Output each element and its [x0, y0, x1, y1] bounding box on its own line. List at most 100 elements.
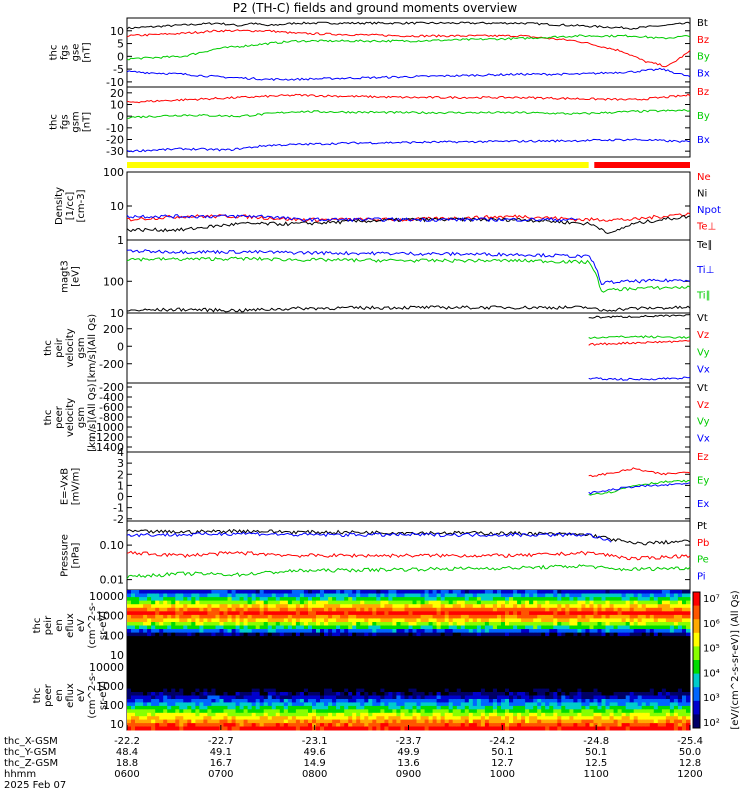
heatmap-cell — [545, 590, 550, 594]
heatmap-cell — [456, 709, 462, 714]
heatmap-cell — [219, 604, 224, 609]
heatmap-cell — [247, 646, 253, 651]
heatmap-cell — [613, 597, 619, 602]
heatmap-cell — [291, 688, 297, 693]
heatmap-cell — [227, 685, 232, 690]
heatmap-cell — [271, 632, 277, 637]
heatmap-cell — [352, 625, 357, 630]
heatmap-cell — [279, 702, 285, 707]
heatmap-cell — [308, 692, 313, 696]
heatmap-cell — [513, 723, 518, 728]
heatmap-cell — [384, 643, 389, 648]
heatmap-cell — [376, 716, 381, 721]
heatmap-cell — [299, 671, 305, 676]
heatmap-cell — [376, 629, 381, 633]
heatmap-cell — [557, 636, 562, 641]
heatmap-cell — [243, 702, 249, 707]
heatmap-cell — [505, 719, 510, 724]
heatmap-cell — [211, 681, 216, 686]
heatmap-cell — [251, 597, 257, 602]
heatmap-cell — [388, 716, 393, 721]
heatmap-cell — [199, 661, 204, 665]
heatmap-cell — [340, 611, 345, 616]
heatmap-cell — [336, 699, 341, 703]
heatmap-cell — [368, 618, 373, 623]
heatmap-cell — [303, 625, 309, 630]
heatmap-cell — [336, 678, 341, 683]
heatmap-cell — [139, 688, 144, 693]
heatmap-cell — [227, 678, 232, 683]
heatmap-cell — [561, 632, 566, 637]
heatmap-cell — [505, 726, 510, 731]
heatmap-cell — [299, 636, 305, 641]
heatmap-cell — [380, 636, 385, 641]
heatmap-cell — [312, 604, 317, 609]
heatmap-cell — [207, 723, 212, 728]
heatmap-cell — [147, 678, 152, 683]
heatmap-cell — [525, 646, 530, 651]
heatmap-cell — [251, 632, 257, 637]
heatmap-cell — [251, 671, 257, 676]
heatmap-cell — [581, 646, 586, 651]
heatmap-cell — [255, 674, 261, 679]
heatmap-cell — [271, 667, 277, 672]
heatmap-cell — [432, 618, 438, 623]
heatmap-cell — [476, 692, 482, 696]
y-tick-label: 0 — [117, 50, 124, 63]
heatmap-cell — [295, 625, 301, 630]
heatmap-cell — [227, 597, 232, 602]
heatmap-cell — [686, 593, 691, 598]
heatmap-cell — [436, 726, 442, 731]
heatmap-cell — [682, 590, 687, 594]
heatmap-cell — [533, 611, 538, 616]
heatmap-cell — [420, 667, 426, 672]
heatmap-cell — [183, 719, 188, 724]
heatmap-cell — [625, 593, 631, 598]
legend-entry: Ti∥ — [696, 290, 711, 301]
heatmap-cell — [348, 716, 353, 721]
heatmap-cell — [163, 593, 168, 598]
heatmap-cell — [356, 650, 361, 655]
heatmap-cell — [653, 643, 659, 648]
heatmap-cell — [657, 593, 663, 598]
heatmap-cell — [517, 650, 522, 655]
heatmap-cell — [195, 625, 200, 630]
heatmap-cell — [203, 661, 208, 665]
heatmap-cell — [561, 614, 566, 619]
heatmap-cell — [557, 607, 562, 612]
heatmap-cell — [291, 625, 297, 630]
y-axis-label: [mV/m] — [71, 468, 82, 506]
heatmap-cell — [356, 674, 361, 679]
heatmap-cell — [444, 705, 450, 710]
heatmap-cell — [223, 622, 228, 626]
heatmap-cell — [231, 709, 237, 714]
y-tick-label: 10000 — [89, 661, 124, 674]
heatmap-cell — [356, 726, 361, 731]
heatmap-cell — [497, 695, 502, 700]
heatmap-cell — [135, 607, 140, 612]
heatmap-cell — [501, 629, 506, 633]
heatmap-cell — [565, 643, 570, 648]
heatmap-cell — [408, 597, 413, 602]
heatmap-cell — [131, 667, 136, 672]
heatmap-cell — [312, 600, 317, 605]
heatmap-cell — [143, 712, 148, 717]
heatmap-cell — [215, 726, 220, 731]
heatmap-cell — [388, 657, 393, 662]
legend-entry: Ey — [697, 476, 709, 487]
heatmap-cell — [420, 593, 426, 598]
heatmap-cell — [235, 632, 241, 637]
heatmap-cell — [645, 597, 651, 602]
heatmap-cell — [191, 629, 196, 633]
heatmap-cell — [364, 639, 369, 644]
heatmap-cell — [488, 597, 494, 602]
heatmap-cell — [448, 685, 454, 690]
heatmap-cell — [147, 674, 152, 679]
heatmap-cell — [460, 681, 466, 686]
heatmap-cell — [380, 607, 385, 612]
heatmap-cell — [416, 705, 421, 710]
heatmap-cell — [247, 716, 253, 721]
heatmap-cell — [400, 653, 405, 658]
heatmap-cell — [440, 671, 446, 676]
heatmap-cell — [332, 611, 337, 616]
